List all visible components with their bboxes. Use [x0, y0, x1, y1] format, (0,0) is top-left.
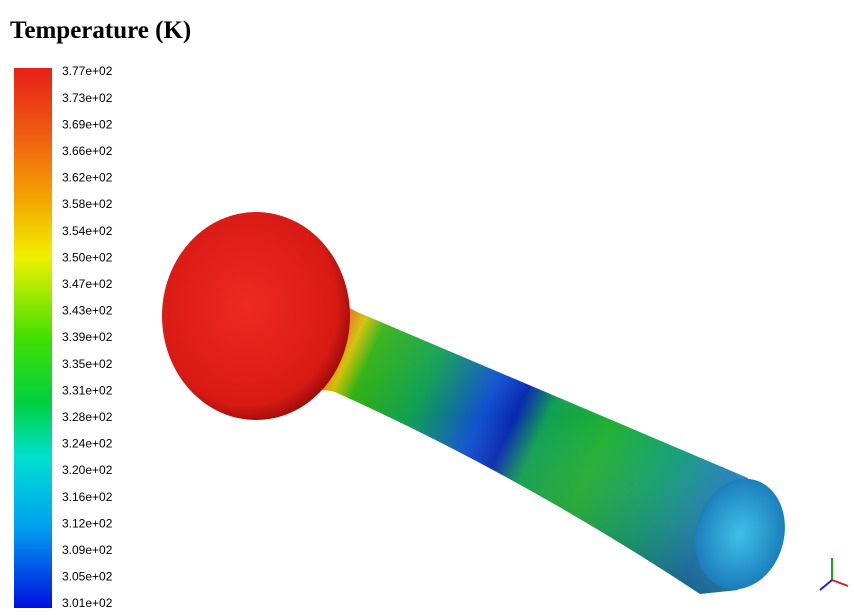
colorbar-label: 3.24e+02: [62, 437, 113, 451]
colorbar-label: 3.05e+02: [62, 570, 113, 584]
head: [162, 212, 350, 420]
colorbar-label: 3.28e+02: [62, 410, 113, 424]
axis-triad: [820, 558, 848, 590]
colorbar-label: 3.73e+02: [62, 91, 113, 105]
colorbar-label: 3.50e+02: [62, 250, 113, 264]
contour-view: Temperature (K) 3.77e+02 3.73e+02 3.69e+02…: [0, 0, 854, 615]
colorbar-label: 3.01e+02: [62, 596, 113, 610]
colorbar-labels: 3.77e+02 3.73e+02 3.69e+02 3.66e+02 3.62e+02…: [62, 64, 113, 610]
colorbar-label: 3.12e+02: [62, 516, 113, 530]
colorbar-label: 3.77e+02: [62, 64, 113, 78]
colorbar-label: 3.47e+02: [62, 277, 113, 291]
colorbar-label: 3.31e+02: [62, 383, 113, 397]
colorbar-label: 3.20e+02: [62, 463, 113, 477]
colorbar-label: 3.16e+02: [62, 490, 113, 504]
legend-title: Temperature (K): [10, 17, 191, 44]
colorbar-label: 3.62e+02: [62, 171, 113, 185]
tube-shading: [290, 238, 748, 594]
colorbar-label: 3.54e+02: [62, 224, 113, 238]
colorbar-label: 3.39e+02: [62, 330, 113, 344]
colorbar-label: 3.69e+02: [62, 117, 113, 131]
colorbar-label: 3.66e+02: [62, 144, 113, 158]
colorbar: [14, 68, 52, 608]
colorbar-label: 3.09e+02: [62, 543, 113, 557]
colorbar-label: 3.35e+02: [62, 357, 113, 371]
colorbar-label: 3.43e+02: [62, 304, 113, 318]
colorbar-label: 3.58e+02: [62, 197, 113, 211]
